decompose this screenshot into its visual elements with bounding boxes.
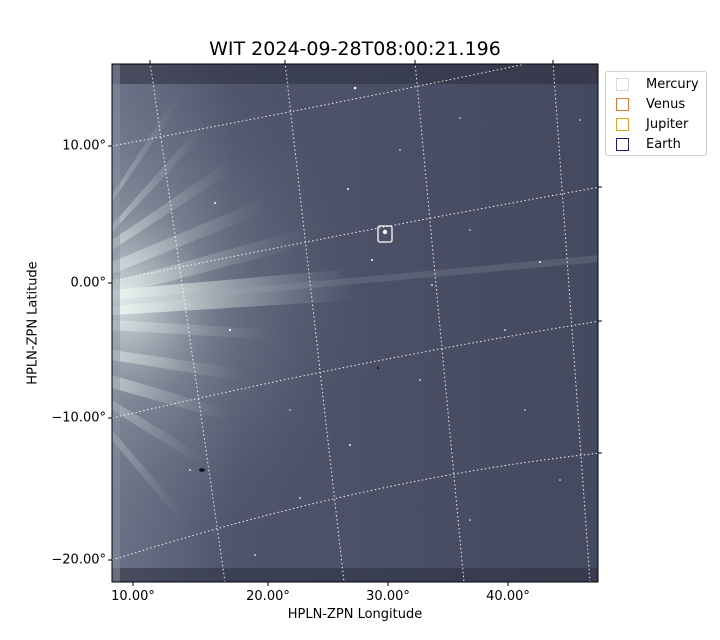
x-tick-label: 30.00° (366, 589, 410, 604)
streamer-rays (112, 90, 598, 526)
legend-swatch-venus (616, 97, 629, 111)
y-tick-label: 10.00° (62, 138, 106, 154)
legend-label: Earth (646, 136, 681, 152)
x-axis-label: HPLN-ZPN Longitude (287, 607, 423, 622)
x-tick-label: 40.00° (486, 589, 530, 604)
stars (189, 86, 581, 556)
dark-artifact (376, 366, 380, 370)
image-title: WIT 2024-09-28T08:00:21.196 (209, 38, 501, 60)
legend-label: Mercury (646, 76, 699, 92)
legend-item-jupiter: Jupiter (616, 115, 688, 133)
tick-marks (108, 60, 602, 586)
planet-marker (377, 225, 393, 243)
y-tick-label: −10.00° (51, 410, 106, 426)
legend-swatch-mercury (616, 77, 629, 91)
coordinate-grid (112, 64, 598, 582)
legend-swatch-jupiter (616, 117, 629, 131)
dark-artifact (199, 468, 205, 472)
y-tick-label: −20.00° (51, 552, 106, 568)
legend-swatch-earth (616, 137, 629, 151)
left-edge-band (112, 64, 120, 582)
legend-item-mercury: Mercury (616, 75, 699, 93)
plot-frame (111, 63, 599, 583)
x-tick-label: 20.00° (246, 589, 290, 604)
bottom-edge-band (112, 568, 598, 582)
legend-label: Jupiter (646, 116, 689, 132)
y-axis-label: HPLN-ZPN Latitude (25, 261, 41, 385)
legend-item-venus: Venus (616, 95, 685, 113)
legend-label: Venus (646, 96, 686, 112)
legend-item-earth: Earth (616, 135, 681, 153)
corona-glow (112, 64, 598, 582)
legend: Mercury Venus Jupiter Earth (605, 71, 707, 156)
top-edge-band (112, 64, 598, 84)
x-tick-label: 10.00° (111, 589, 155, 604)
y-tick-label: 0.00° (70, 275, 106, 291)
